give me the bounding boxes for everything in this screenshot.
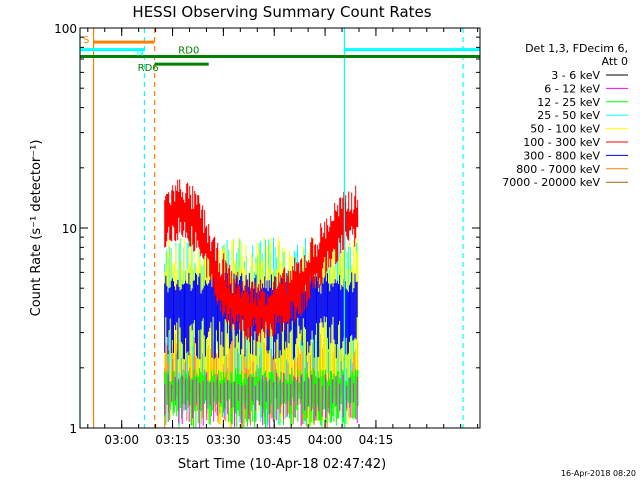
flag-label-0: S — [83, 35, 89, 46]
y-tick-label-0: 1 — [69, 422, 77, 436]
timestamp: 16-Apr-2018 08:20 — [561, 469, 636, 478]
legend-label-6: 300 - 800 keV — [523, 149, 600, 162]
legend-label-5: 100 - 300 keV — [523, 136, 600, 149]
x-tick-label-2: 03:30 — [206, 433, 241, 447]
chart-title: HESSI Observing Summary Count Rates — [132, 3, 431, 21]
series-1 — [164, 372, 358, 428]
flag-label-1: N — [136, 48, 143, 59]
legend-label-7: 800 - 7000 keV — [516, 163, 600, 176]
y-axis-label: Count Rate (s⁻¹ detector⁻¹) — [29, 140, 44, 317]
x-tick-label-0: 03:00 — [104, 433, 139, 447]
legend-label-4: 50 - 100 keV — [530, 123, 600, 136]
series-1-trace — [164, 372, 358, 428]
legend-header-0: Det 1,3, FDecim 6, — [525, 42, 628, 55]
series-5-trace — [164, 179, 359, 343]
y-tick-label-1: 10 — [62, 222, 77, 236]
series-5 — [164, 179, 359, 343]
x-axis-label: Start Time (10-Apr-18 02:47:42) — [178, 457, 386, 472]
x-tick-label-1: 03:15 — [155, 433, 190, 447]
x-tick-label-5: 04:15 — [359, 433, 394, 447]
x-tick-label-4: 04:00 — [308, 433, 343, 447]
legend-label-8: 7000 - 20000 keV — [502, 176, 600, 189]
y-tick-label-2: 100 — [54, 22, 77, 36]
legend-label-0: 3 - 6 keV — [551, 69, 600, 82]
flag-label-4: RD6 — [138, 63, 159, 74]
legend-label-2: 12 - 25 keV — [537, 96, 600, 109]
legend-header-1: Att 0 — [602, 55, 628, 68]
legend-label-1: 6 - 12 keV — [544, 82, 600, 95]
x-tick-label-3: 03:45 — [257, 433, 292, 447]
legend-label-3: 25 - 50 keV — [537, 109, 600, 122]
flag-label-3: RD0 — [178, 46, 199, 57]
